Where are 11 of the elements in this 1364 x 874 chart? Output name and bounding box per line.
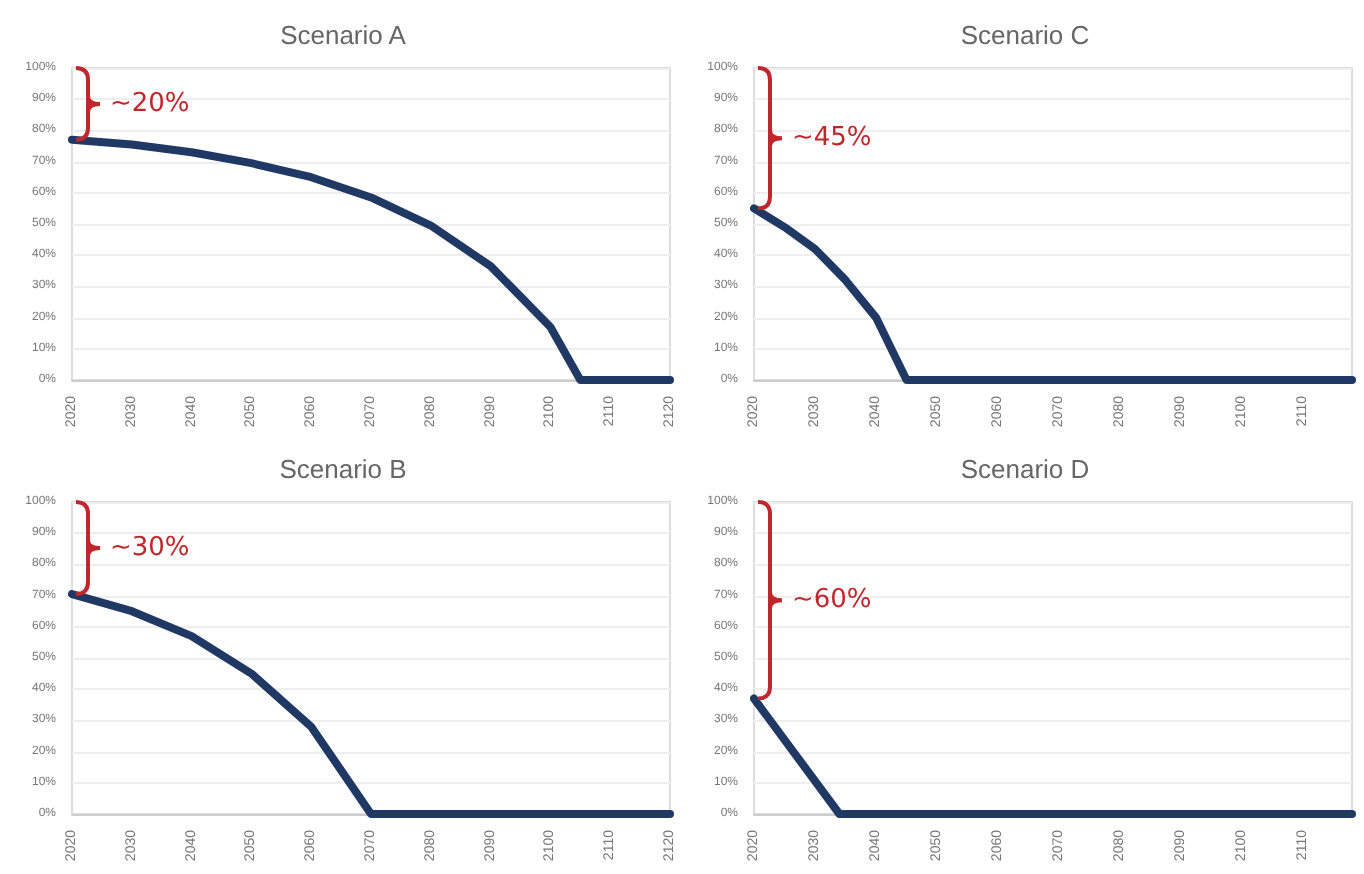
annotation: ~20%	[110, 88, 190, 119]
annotation: ~45%	[792, 123, 872, 154]
chart-title: Scenario D	[960, 454, 1090, 484]
chart-title: Scenario A	[280, 20, 407, 50]
line-series	[68, 135, 674, 384]
annotation: ~60%	[792, 585, 872, 616]
chart-title: Scenario B	[279, 454, 407, 484]
line-series	[68, 590, 674, 818]
annotation: ~30%	[110, 533, 190, 563]
line-series	[750, 204, 1356, 384]
chart-title: Scenario C	[960, 20, 1090, 50]
